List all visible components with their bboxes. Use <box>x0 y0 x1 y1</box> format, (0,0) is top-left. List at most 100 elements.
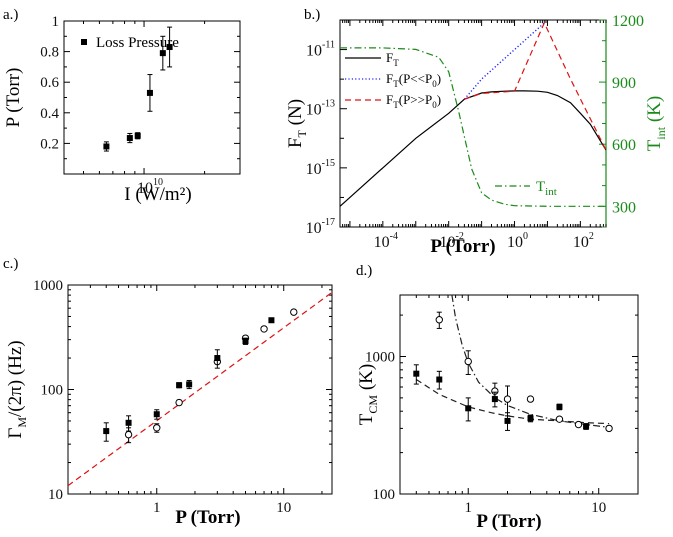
y-tick-label: 10-17 <box>306 217 335 237</box>
y-tick-label-base: 0.6 <box>40 75 59 91</box>
data-point-open-circle <box>464 357 472 366</box>
legend-label: FT(P<<P0) <box>386 71 441 89</box>
y-tick-label-base: 10 <box>306 220 322 237</box>
panel-c: c.) 1 10 10 100 1000 P (Torr) ΓM/(2π) (Hz) <box>3 256 333 528</box>
y-tick-label-base: 1 <box>52 14 60 30</box>
data-point-filled-square <box>103 143 110 150</box>
panel-a: a.) 1010 0.2 0.4 0.6 0.8 1 I (W/m²) P (Torr) Loss… <box>3 7 241 205</box>
panel-label-b: b.) <box>304 7 320 23</box>
y-tick-label-base: 10 <box>306 161 322 178</box>
data-point-filled-square <box>583 423 590 430</box>
y-tick-label-base: 0.2 <box>40 136 59 152</box>
legend-symbol: F <box>386 92 393 107</box>
y-tick-label: 100 <box>41 383 64 399</box>
data-point-open-circle <box>574 420 583 429</box>
x-tick-label: 10 <box>591 500 606 516</box>
legend-subscript: 0 <box>432 79 437 89</box>
plot-frame <box>339 19 607 228</box>
y-tick-label-base: 0.8 <box>40 45 59 61</box>
x-axis-label-symbol: I (W/m²) <box>124 184 191 205</box>
x-axis-label: I (W/m²) <box>124 184 191 205</box>
data-point-open-circle <box>290 308 298 316</box>
x-tick-label-base: 10 <box>137 180 153 197</box>
y-axis-label-subscript: CM <box>366 395 380 414</box>
data-point-filled-square <box>126 135 133 142</box>
y2-axis-label-subscript: int <box>654 126 668 139</box>
x-tick-label-base: 1 <box>464 500 472 516</box>
y-axis-label-symbol: P (Torr) <box>3 68 24 128</box>
panel-b: b.)10-4 10-2 100 10210-1710-1510-1310-11300… <box>285 7 668 257</box>
y-axis-label-subscript: T <box>295 129 309 137</box>
data-point-filled-square <box>159 50 166 57</box>
y2-axis-label-unit: (K) <box>644 96 665 127</box>
y-tick-label: 0.8 <box>40 45 59 61</box>
y-axis-label-unit: (N) <box>285 99 306 130</box>
y-axis-label: ΓM/(2π) (Hz) <box>5 340 29 438</box>
x-tick-label-exponent: -2 <box>456 231 464 242</box>
annotation-label: Tint <box>536 179 557 198</box>
y-tick-label: 1000 <box>33 278 63 294</box>
data-point-filled-square <box>166 44 173 51</box>
y-tick-label-base: 0.4 <box>40 106 59 122</box>
x-tick-label-base: 10 <box>374 234 390 251</box>
data-point-filled-square <box>556 403 563 410</box>
fit-line-dashed <box>415 378 610 425</box>
legend-label: Loss Pressure <box>96 35 179 51</box>
y-tick-label: 0.4 <box>40 106 59 122</box>
legend-text: (P<<P <box>399 71 432 86</box>
y-axis-label: FT (N) <box>285 99 309 148</box>
y-axis-label: TCM (K) <box>356 364 380 425</box>
x-axis-label-symbol: P (Torr) <box>175 507 240 528</box>
x-tick-label-base: 1 <box>153 500 161 516</box>
fit-line-dashdot <box>451 295 610 428</box>
series-line <box>340 90 606 207</box>
legend-text: ) <box>437 71 441 86</box>
x-tick-label: 100 <box>507 231 528 251</box>
y-tick-label-base: 1000 <box>365 349 395 365</box>
y-tick-label: 0.6 <box>40 75 59 91</box>
legend-subscript: T <box>393 79 399 89</box>
x-tick-label: 1 <box>153 500 161 516</box>
data-point-filled-square <box>465 405 472 412</box>
legend-text: ) <box>437 92 441 107</box>
data-point-open-circle <box>503 395 512 403</box>
panel-label-d: d.) <box>356 263 372 279</box>
y-tick-label-base: 100 <box>41 383 64 399</box>
data-point-filled-square <box>153 411 160 418</box>
y-tick-label: 1000 <box>365 349 395 365</box>
annotation-subscript: int <box>545 186 557 198</box>
y-tick-label-exponent: -17 <box>322 217 335 228</box>
data-point-filled-square <box>413 370 420 377</box>
x-tick-label-exponent: 2 <box>589 231 594 242</box>
data-point-filled-square <box>268 317 275 324</box>
data-point-open-circle <box>175 398 183 407</box>
y-axis-label: P (Torr) <box>3 68 24 128</box>
data-point-filled-square <box>176 382 183 389</box>
legend-subscript: 0 <box>432 100 437 110</box>
legend-symbol: F <box>386 50 393 65</box>
x-axis-label: P (Torr) <box>175 507 240 528</box>
y-tick-label-base: 1000 <box>33 278 63 294</box>
y-tick-label: 10-13 <box>306 99 335 119</box>
plot-frame <box>399 294 639 495</box>
y-axis-label-symbol: T <box>356 413 377 425</box>
y-axis-label-subscript: M <box>15 417 29 428</box>
y-tick-label: 100 <box>373 487 396 503</box>
data-point-filled-square <box>146 89 153 96</box>
y-tick-label-exponent: -13 <box>322 99 335 110</box>
series-line <box>464 21 606 151</box>
y-tick-label: 0.2 <box>40 136 59 152</box>
data-point-filled-square <box>81 39 87 45</box>
data-point-filled-square <box>527 415 534 422</box>
y2-axis-label: Tint (K) <box>644 96 668 151</box>
x-tick-label-base: 10 <box>591 500 606 516</box>
x-tick-label: 10 <box>276 500 291 516</box>
x-tick-label-exponent: 0 <box>523 231 528 242</box>
annotation-symbol: T <box>536 179 545 195</box>
data-point-open-circle <box>526 395 535 403</box>
y-tick-label-base: 100 <box>373 487 396 503</box>
y2-tick-label: 900 <box>612 75 636 92</box>
y-tick-label: 1 <box>52 14 60 30</box>
data-point-open-circle <box>124 430 133 439</box>
